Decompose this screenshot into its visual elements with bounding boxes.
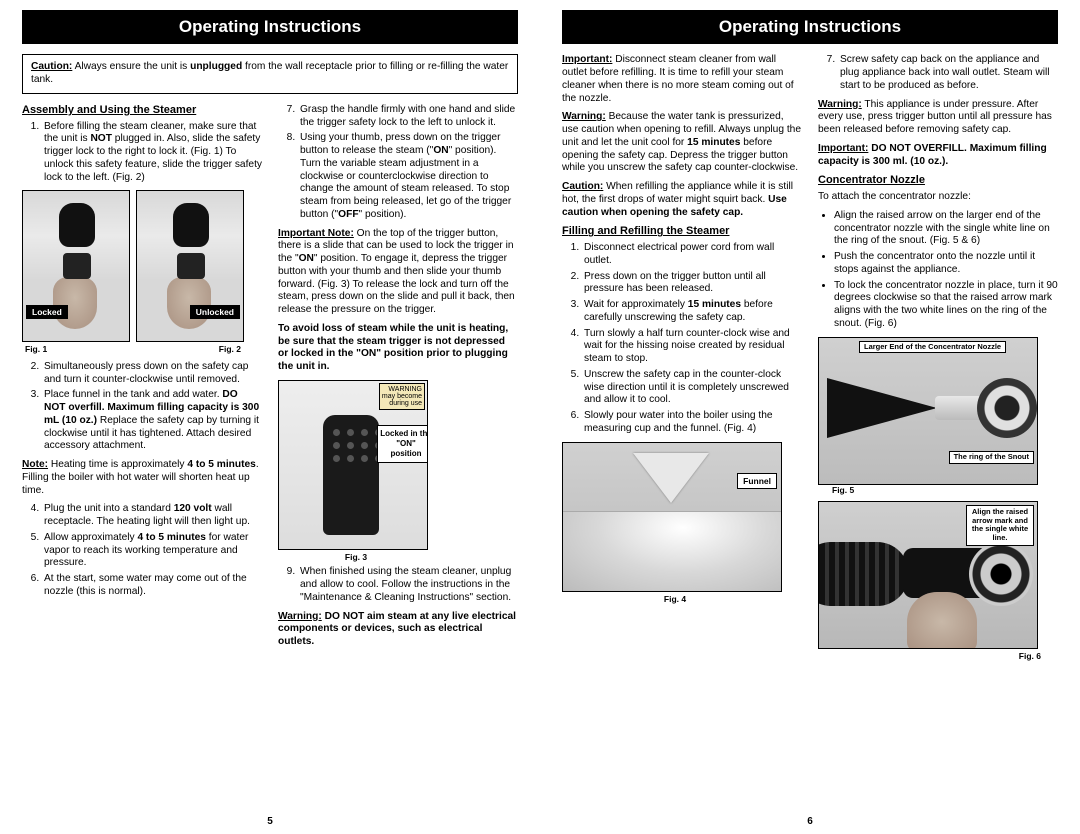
note-heating: Note: Heating time is approximately 4 to… [22,459,262,497]
subhead-concentrator: Concentrator Nozzle [818,174,1058,188]
page-number-6: 6 [540,816,1080,829]
avoid-loss-note: To avoid loss of steam while the unit is… [278,323,518,374]
step-b7: Screw safety cap back on the appliance a… [838,54,1058,92]
step-a7: Grasp the handle firmly with one hand an… [298,104,518,130]
figure-6-wrap: Align the raised arrow mark and the sing… [818,501,1058,662]
figure-4-wrap: Funnel Fig. 4 [562,442,802,605]
figure-6: Align the raised arrow mark and the sing… [818,501,1038,649]
caution-hot: Caution: When refilling the appliance wh… [562,181,802,219]
figure-4: Funnel [562,442,782,592]
figure-2: Unlocked [136,190,244,342]
caution-box: Caution: Always ensure the unit is unplu… [22,54,518,94]
figure-5-wrap: Larger End of the Concentrator Nozzle Th… [818,337,1058,496]
warning-electrical: Warning: DO NOT aim steam at any live el… [278,611,518,649]
step-b4: Turn slowly a half turn counter-clock wi… [582,328,802,366]
step-a3: Place funnel in the tank and add water. … [42,389,262,453]
step-b6: Slowly pour water into the boiler using … [582,410,802,436]
step-b1: Disconnect electrical power cord from wa… [582,242,802,268]
figure-5: Larger End of the Concentrator Nozzle Th… [818,337,1038,485]
page-6: Operating Instructions Important: Discon… [540,0,1080,834]
warning-pressurized: Warning: Because the water tank is press… [562,111,802,175]
step-c1: Align the raised arrow on the larger end… [834,210,1058,248]
figure-3: WARNINGmay becomeduring use Locked in th… [278,380,428,550]
step-c3: To lock the concentrator nozzle in place… [834,280,1058,331]
step-b3: Wait for approximately 15 minutes before… [582,299,802,325]
figure-1: Locked [22,190,130,342]
page5-col-right: Grasp the handle firmly with one hand an… [278,104,518,826]
step-a2: Simultaneously press down on the safety … [42,361,262,387]
page6-col-left: Important: Disconnect steam cleaner from… [562,54,802,826]
step-c2: Push the concentrator onto the nozzle un… [834,251,1058,277]
important-note: Important Note: On the top of the trigge… [278,228,518,317]
warning-pressure: Warning: This appliance is under pressur… [818,99,1058,137]
subhead-filling: Filling and Refilling the Steamer [562,225,802,239]
step-a5: Allow approximately 4 to 5 minutes for w… [42,532,262,570]
important-disconnect: Important: Disconnect steam cleaner from… [562,54,802,105]
step-a9: When finished using the steam cleaner, u… [298,566,518,604]
important-overfill: Important: DO NOT OVERFILL. Maximum fill… [818,143,1058,169]
page-5: Operating Instructions Caution: Always e… [0,0,540,834]
subhead-assembly: Assembly and Using the Steamer [22,104,262,118]
page5-col-left: Assembly and Using the Steamer Before fi… [22,104,262,826]
page6-title: Operating Instructions [562,10,1058,44]
step-b2: Press down on the trigger button until a… [582,271,802,297]
step-b5: Unscrew the safety cap in the counter-cl… [582,369,802,407]
step-a8: Using your thumb, press down on the trig… [298,132,518,221]
page-number-5: 5 [0,816,540,829]
step-a4: Plug the unit into a standard 120 volt w… [42,503,262,529]
step-a1: Before filling the steam cleaner, make s… [42,121,262,185]
page5-title: Operating Instructions [22,10,518,44]
caution-label: Caution: [31,61,72,72]
concentrator-intro: To attach the concentrator nozzle: [818,191,1058,204]
step-a6: At the start, some water may come out of… [42,573,262,599]
page6-col-right: Screw safety cap back on the appliance a… [818,54,1058,826]
figure-pair-1-2: Locked Fig. 1 Unlocked Fig. 2 [22,190,262,359]
figure-3-wrap: WARNINGmay becomeduring use Locked in th… [278,380,518,563]
